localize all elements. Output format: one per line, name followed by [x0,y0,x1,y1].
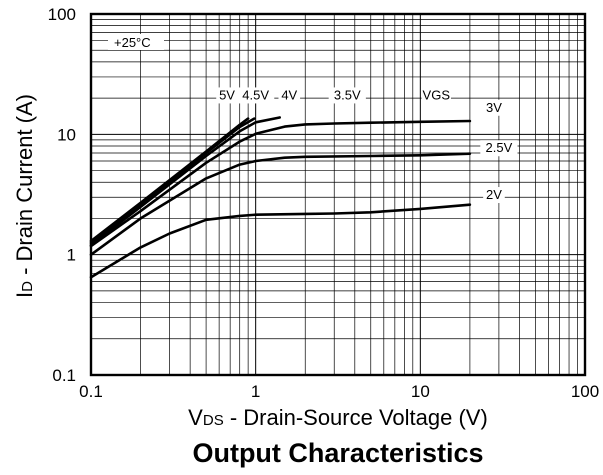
curve-label: 2.5V [486,140,513,155]
x-axis-label: VDS - Drain-Source Voltage (V) [188,405,488,430]
annotation-background [108,34,164,50]
x-tick-label: 0.1 [79,382,103,401]
plot-frame [89,12,587,377]
x-tick-label: 1 [251,382,260,401]
series-line-2V [89,203,472,279]
curve-label: 3.5V [334,87,361,102]
label-backgrounds [216,87,518,204]
curve-label: 4.5V [242,87,269,102]
curve-label-background [421,87,451,104]
x-tick-label: 10 [411,382,430,401]
temperature-annotation: +25°C [114,35,151,50]
y-tick-label: 100 [48,5,76,24]
series-line-4-5V [89,117,256,245]
curve-label: VGS [423,87,451,102]
curve-labels: 5V 4.5V 4V 3.5V VGS 3V 2.5V 2V [219,87,513,202]
curve-label-background [328,87,366,104]
curve-label: 3V [486,100,502,115]
chart-title: Output Characteristics [192,438,483,468]
y-axis-label: ID - Drain Current (A) [12,94,37,298]
series-curves [89,116,472,279]
curve-label-background [278,87,301,104]
y-tick-label: 10 [57,125,76,144]
x-tick-labels: 0.1 1 10 100 [79,382,599,401]
series-line-3-5V [89,119,472,248]
curve-label-background [483,187,505,204]
curve-label: 4V [281,87,297,102]
curve-label-background [237,87,275,104]
series-line-3V [89,152,472,256]
curve-label-background [480,140,518,157]
curve-label-background [216,87,238,104]
y-tick-label: 1 [67,246,76,265]
y-tick-labels: 0.1 1 10 100 [48,5,76,385]
curve-label-background [483,99,505,116]
curve-label: 5V [219,87,235,102]
series-line-4V [89,116,281,247]
y-tick-label: 0.1 [52,366,76,385]
x-tick-label: 100 [571,382,599,401]
curve-label: 2V [486,187,502,202]
